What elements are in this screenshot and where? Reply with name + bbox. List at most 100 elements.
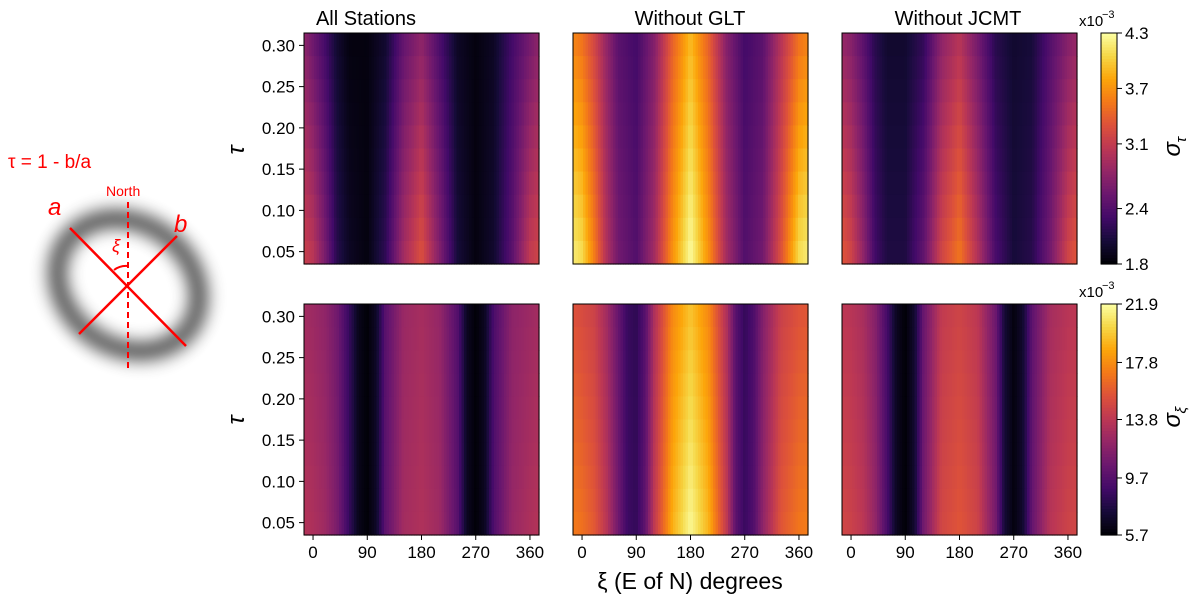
- heatmap-cell: [660, 148, 664, 173]
- heatmap-cell: [1039, 102, 1043, 126]
- heatmap-cell: [311, 217, 315, 242]
- heatmap-cell: [314, 33, 318, 57]
- heatmap-cell: [678, 125, 682, 150]
- heatmap-cell: [516, 33, 520, 57]
- heatmap-cell: [977, 56, 981, 80]
- heatmap-cell: [529, 373, 533, 397]
- heatmap-cell: [705, 240, 709, 265]
- heatmap-cell: [585, 125, 589, 150]
- heatmap-cell: [899, 171, 903, 196]
- heatmap-cell: [793, 488, 797, 513]
- heatmap-cell: [476, 102, 480, 126]
- heatmap-cell: [897, 125, 901, 150]
- heatmap-cell: [578, 148, 582, 173]
- heatmap-cell: [351, 217, 355, 242]
- heatmap-cell: [798, 373, 802, 397]
- heatmap-cell: [914, 171, 918, 196]
- heatmap-cell: [665, 442, 669, 467]
- heatmap-cell: [461, 194, 465, 219]
- heatmap-cell: [379, 194, 383, 219]
- heatmap-cell: [326, 125, 330, 150]
- heatmap-cell: [992, 194, 996, 219]
- heatmap-cell: [449, 56, 453, 80]
- heatmap-cell: [471, 465, 475, 490]
- heatmap-cell: [877, 148, 881, 173]
- heatmap-cell: [914, 304, 918, 328]
- heatmap-cell: [1009, 33, 1013, 57]
- heatmap-cell: [708, 102, 712, 126]
- heatmap-cell: [775, 217, 779, 242]
- heatmap-cell: [1057, 171, 1061, 196]
- heatmap-cell: [1007, 125, 1011, 150]
- heatmap-cell: [1052, 171, 1056, 196]
- heatmap-cell: [1062, 125, 1066, 150]
- heatmap-cell: [904, 350, 908, 374]
- heatmap-cell: [419, 79, 423, 103]
- heatmap-cell: [364, 373, 368, 397]
- heatmap-cell: [795, 304, 799, 328]
- heatmap-cell: [740, 33, 744, 57]
- heatmap-cell: [894, 304, 898, 328]
- heatmap-cell: [466, 511, 470, 536]
- heatmap-cell: [379, 488, 383, 513]
- heatmap-cell: [431, 442, 435, 467]
- heatmap-cell: [775, 56, 779, 80]
- heatmap-cell: [688, 148, 692, 173]
- heatmap-cell: [504, 442, 508, 467]
- heatmap-cell: [466, 171, 470, 196]
- heatmap-cell: [613, 125, 617, 150]
- heatmap-cell: [404, 171, 408, 196]
- heatmap-cell: [942, 194, 946, 219]
- heatmap-cell: [446, 465, 450, 490]
- heatmap-cell: [623, 125, 627, 150]
- heatmap-cell: [474, 79, 478, 103]
- heatmap-cell: [496, 396, 500, 421]
- heatmap-cell: [419, 511, 423, 536]
- heatmap-cell: [394, 56, 398, 80]
- heatmap-cell: [588, 56, 592, 80]
- heatmap-cell: [534, 33, 538, 57]
- heatmap-cell: [690, 350, 694, 374]
- heatmap-cell: [499, 350, 503, 374]
- heatmap-cell: [685, 194, 689, 219]
- heatmap-cell: [992, 79, 996, 103]
- heatmap-cell: [404, 465, 408, 490]
- heatmap-cell: [441, 350, 445, 374]
- heatmap-cell: [894, 56, 898, 80]
- heatmap-cell: [575, 240, 579, 265]
- heatmap-cell: [519, 511, 523, 536]
- heatmap-cell: [409, 327, 413, 351]
- heatmap-cell: [740, 171, 744, 196]
- heatmap-cell: [745, 350, 749, 374]
- heatmap-cell: [912, 327, 916, 351]
- heatmap-cell: [872, 350, 876, 374]
- heatmap-cell: [730, 194, 734, 219]
- heatmap-cell: [573, 396, 577, 421]
- heatmap-cell: [349, 304, 353, 328]
- heatmap-cell: [531, 396, 535, 421]
- heatmap-cell: [625, 240, 629, 265]
- heatmap-cell: [842, 350, 846, 374]
- heatmap-cell: [326, 419, 330, 444]
- heatmap-cell: [770, 419, 774, 444]
- heatmap-cell: [743, 511, 747, 536]
- heatmap-cell: [456, 442, 460, 467]
- heatmap-cell: [748, 79, 752, 103]
- heatmap-cell: [1057, 125, 1061, 150]
- heatmap-cell: [608, 79, 612, 103]
- heatmap-cell: [653, 442, 657, 467]
- heatmap-cell: [765, 56, 769, 80]
- heatmap-cell: [396, 350, 400, 374]
- heatmap-cell: [882, 56, 886, 80]
- heatmap-cell: [331, 304, 335, 328]
- heatmap-cell: [695, 396, 699, 421]
- heatmap-cell: [319, 102, 323, 126]
- heatmap-cell: [633, 396, 637, 421]
- heatmap-cell: [504, 304, 508, 328]
- heatmap-cell: [932, 350, 936, 374]
- heatmap-cell: [479, 350, 483, 374]
- heatmap-cell: [598, 240, 602, 265]
- heatmap-cell: [695, 148, 699, 173]
- heatmap-cell: [738, 442, 742, 467]
- heatmap-cell: [595, 304, 599, 328]
